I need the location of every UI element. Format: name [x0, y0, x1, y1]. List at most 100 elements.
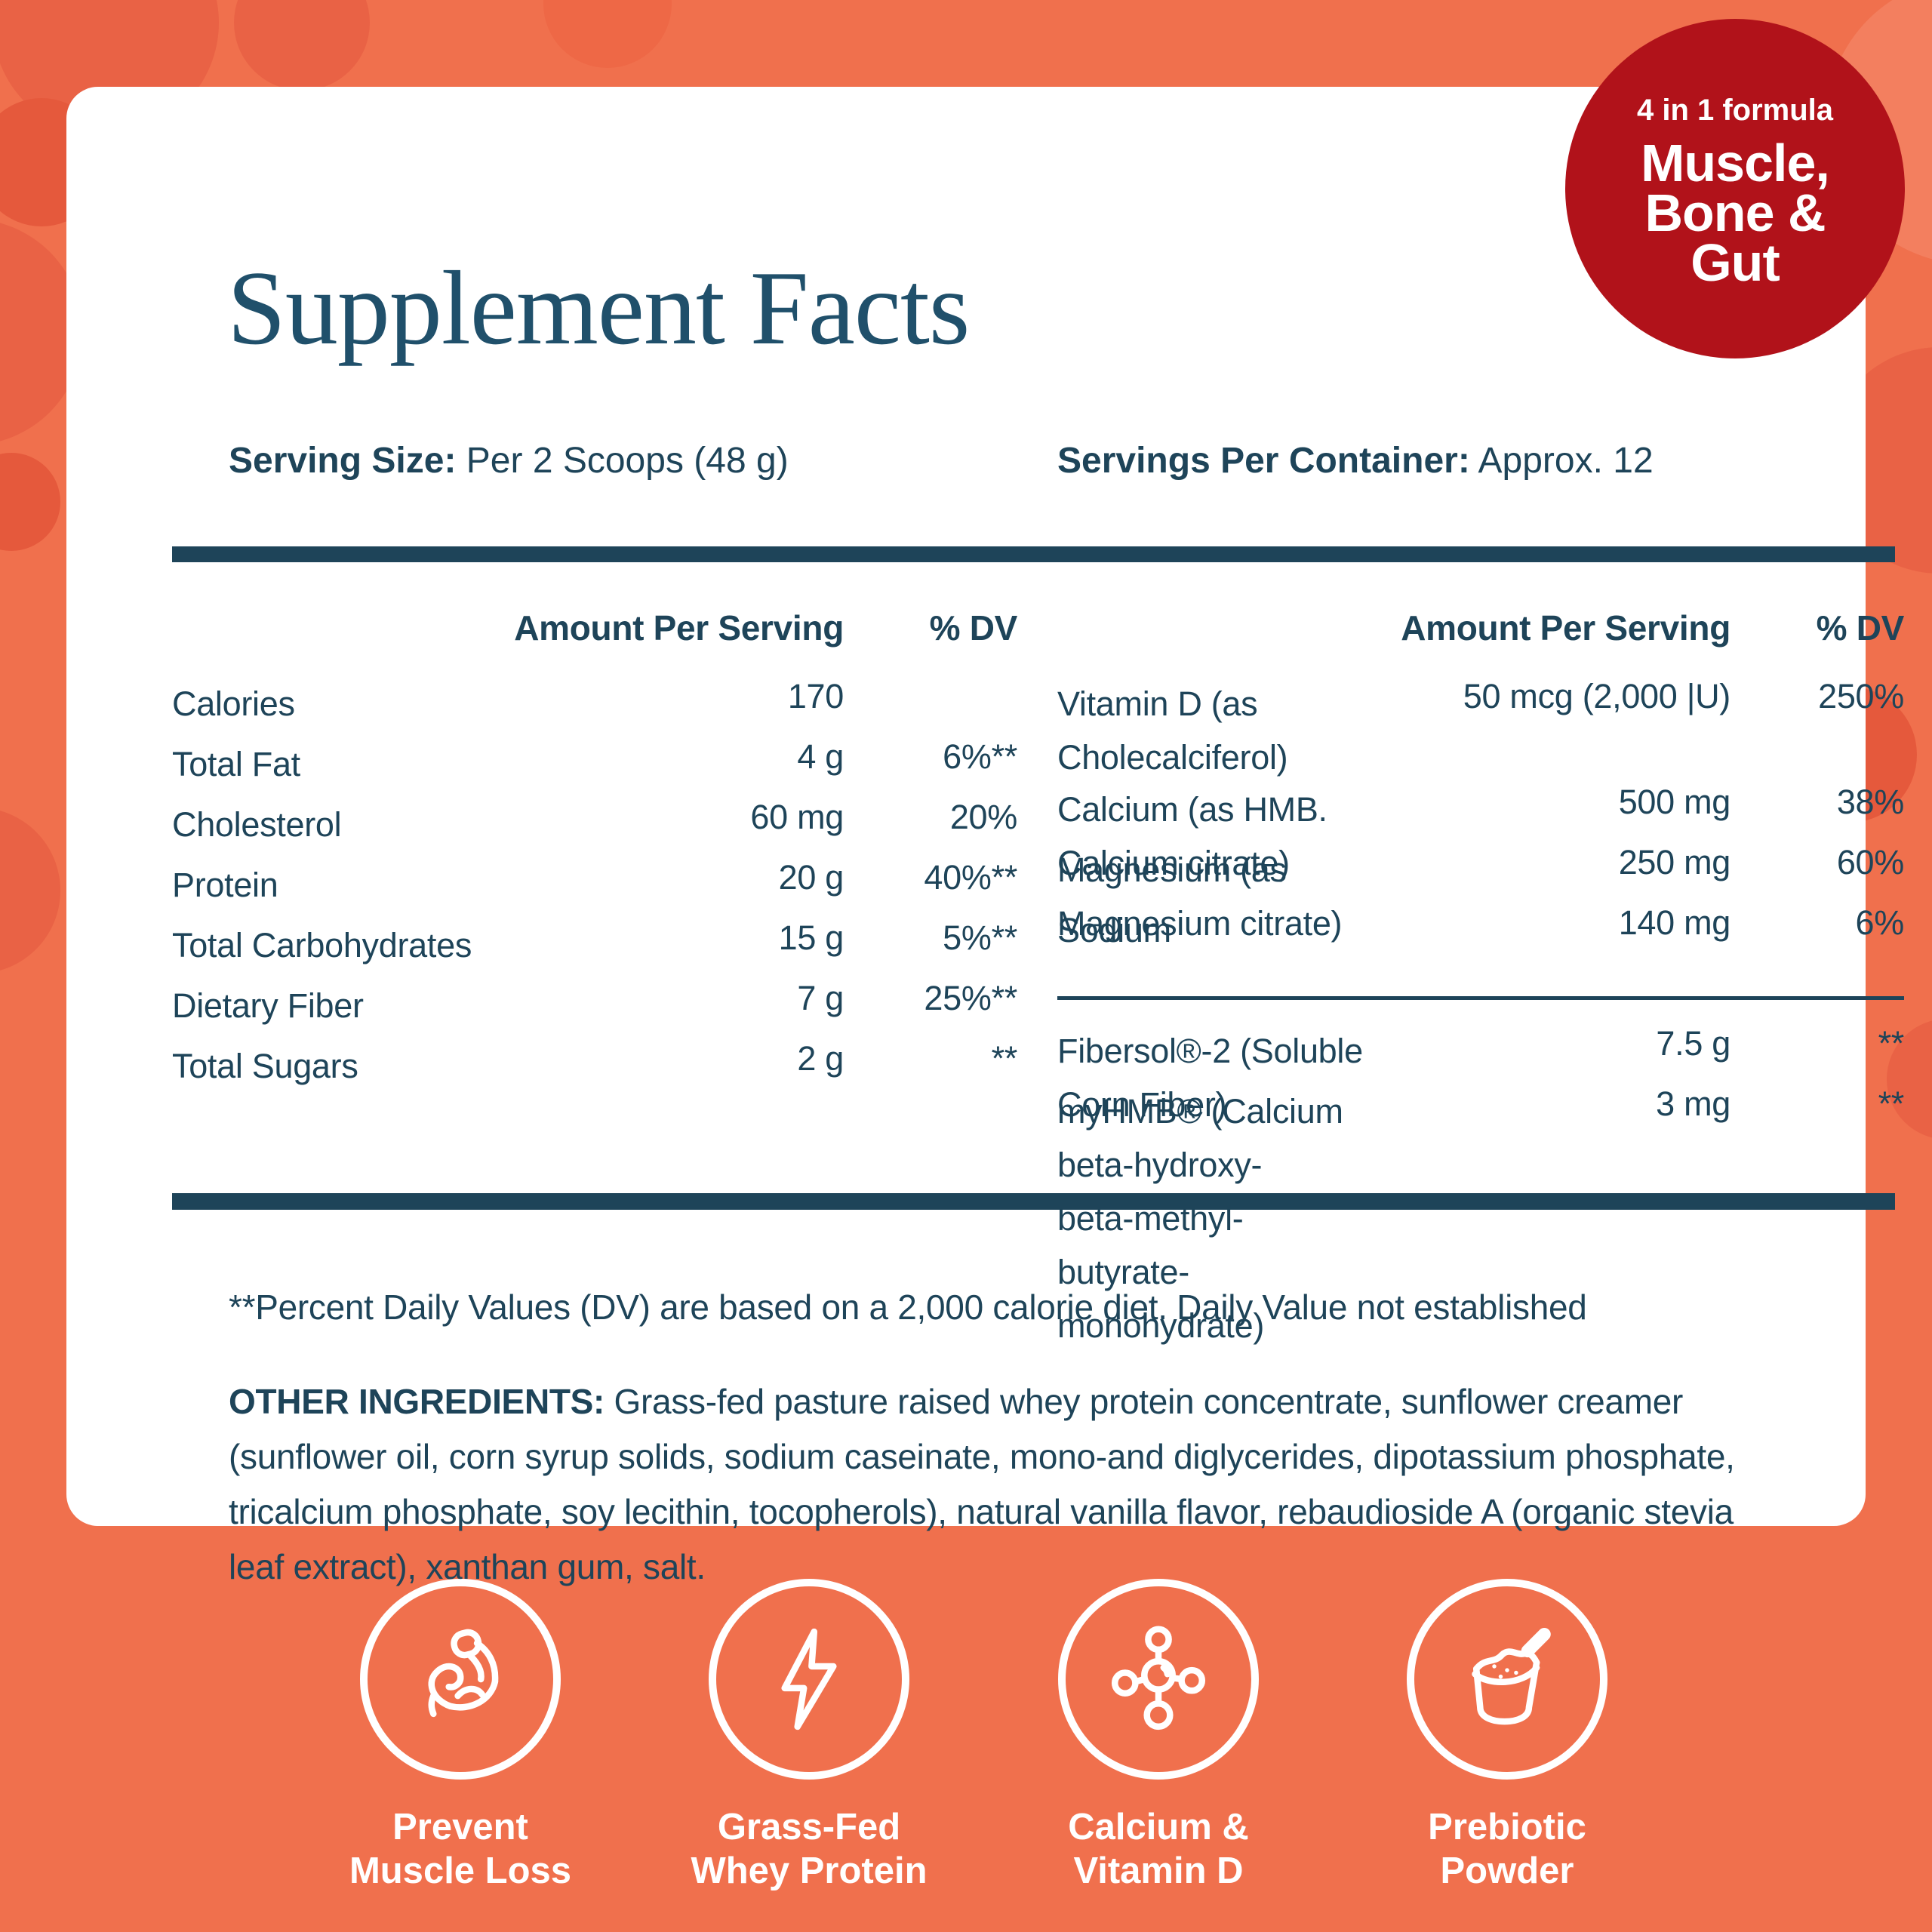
table-row: Total Fat 4 g 6%**	[172, 737, 1017, 791]
feature-label: Prevent Muscle Loss	[287, 1805, 634, 1893]
feature-label: Grass-Fed Whey Protein	[635, 1805, 983, 1893]
feature-calcium-vitamin-d: Calcium & Vitamin D	[985, 1579, 1332, 1893]
row-dv: 20%	[949, 798, 1017, 836]
row-label: Fibersol®-2 (Soluble Corn Fiber)	[1057, 1032, 1363, 1124]
row-dv: **	[991, 1039, 1018, 1078]
feature-label-line1: Grass-Fed	[717, 1807, 901, 1847]
row-amount: 20 g	[778, 858, 844, 897]
feature-prebiotic-powder: Prebiotic Powder	[1334, 1579, 1681, 1893]
row-amount: 140 mg	[1618, 903, 1731, 942]
feature-circle	[709, 1579, 909, 1780]
servings-per-container-value: Approx. 12	[1478, 441, 1654, 481]
table-row: Total Sugars 2 g **	[172, 1039, 1017, 1093]
page-title: Supplement Facts	[227, 249, 970, 367]
row-label: Cholesterol	[172, 805, 342, 844]
row-label: Calories	[172, 685, 295, 723]
serving-size-label: Serving Size:	[229, 441, 457, 481]
top-rule	[172, 546, 1895, 562]
row-label: Protein	[172, 866, 278, 904]
row-label: myHMB® (Calcium beta-hydroxy- beta-methy…	[1057, 1092, 1343, 1345]
row-dv: 38%	[1836, 783, 1904, 821]
row-amount: 15 g	[778, 918, 844, 957]
other-ingredients-text: Grass-fed pasture raised whey protein co…	[229, 1382, 1735, 1586]
supplement-facts-card: Supplement Facts Serving Size: Per 2 Sco…	[66, 87, 1904, 1586]
row-amount: 3 mg	[1656, 1084, 1730, 1123]
row-label: Total Carbohydrates	[172, 926, 472, 964]
row-amount: 60 mg	[750, 798, 844, 836]
badge-title-line: Bone &	[1644, 183, 1826, 242]
row-dv: 60%	[1836, 843, 1904, 881]
feature-label-line2: Muscle Loss	[349, 1850, 572, 1891]
row-label: Dietary Fiber	[172, 986, 364, 1025]
other-ingredients: OTHER INGREDIENTS: Grass-fed pasture rai…	[229, 1374, 1932, 1595]
table-row: Calories 170	[172, 677, 1017, 731]
feature-grass-fed-whey-protein: Grass-Fed Whey Protein	[635, 1579, 983, 1893]
row-dv: 40%**	[924, 858, 1017, 897]
feature-circle	[360, 1579, 561, 1780]
row-dv	[844, 677, 1017, 731]
table-row: Total Carbohydrates 15 g 5%**	[172, 918, 1017, 972]
table-row: Fibersol®-2 (Soluble Corn Fiber) 7.5 g *…	[1057, 1024, 1904, 1131]
header-amount-per-serving: Amount Per Serving	[514, 608, 844, 648]
lightning-bolt-icon	[781, 1628, 837, 1730]
table-header: Amount Per Serving % DV	[1057, 608, 1904, 648]
row-amount: 500 mg	[1618, 783, 1731, 821]
table-row: Protein 20 g 40%**	[172, 858, 1017, 912]
feature-label: Calcium & Vitamin D	[985, 1805, 1332, 1893]
row-amount: 250 mg	[1618, 843, 1731, 881]
header-amount-per-serving: Amount Per Serving	[1401, 608, 1730, 648]
bubble	[234, 0, 370, 91]
serving-size: Serving Size: Per 2 Scoops (48 g)	[229, 440, 789, 481]
feature-label-line1: Calcium &	[1068, 1807, 1249, 1847]
servings-per-container-label: Servings Per Container:	[1057, 441, 1470, 481]
molecule-icon	[1111, 1626, 1206, 1730]
right-table-divider	[1057, 996, 1904, 1000]
powder-scoop-icon	[1472, 1628, 1551, 1725]
bottom-rule	[172, 1193, 1895, 1210]
feature-label-line1: Prebiotic	[1428, 1807, 1586, 1847]
table-row: Magnesium (as Magnesium citrate) 250 mg …	[1057, 843, 1904, 950]
header-percent-dv: % DV	[1816, 608, 1905, 648]
row-dv: 25%**	[924, 979, 1017, 1017]
servings-per-container: Servings Per Container: Approx. 12	[1057, 440, 1654, 481]
row-dv: **	[1878, 1024, 1905, 1063]
header-percent-dv: % DV	[929, 608, 1018, 648]
daily-value-footnote: **Percent Daily Values (DV) are based on…	[229, 1287, 1587, 1327]
other-ingredients-label: OTHER INGREDIENTS:	[229, 1382, 605, 1421]
row-amount: 2 g	[797, 1039, 844, 1078]
table-row: Cholesterol 60 mg 20%	[172, 798, 1017, 851]
table-row: Vitamin D (as Cholecalciferol) 50 mcg (2…	[1057, 677, 1904, 784]
table-header: Amount Per Serving % DV	[172, 608, 1017, 648]
four-in-one-badge: 4 in 1 formula Muscle, Bone & Gut	[1565, 19, 1905, 358]
row-amount: 7 g	[797, 979, 844, 1017]
row-label: Total Fat	[172, 745, 300, 783]
row-amount: 7.5 g	[1656, 1024, 1730, 1063]
row-amount: 50 mcg (2,000 |U)	[1463, 677, 1731, 715]
row-label: Calcium (as HMB. Calcium citrate)	[1057, 790, 1327, 882]
row-dv: 5%**	[943, 918, 1017, 957]
row-dv: 250%	[1818, 677, 1904, 715]
feature-label-line2: Whey Protein	[691, 1850, 928, 1891]
feature-label-line1: Prevent	[392, 1807, 528, 1847]
table-row: myHMB® (Calcium beta-hydroxy- beta-methy…	[1057, 1084, 1904, 1352]
serving-size-value: Per 2 Scoops (48 g)	[466, 441, 789, 481]
feature-circle	[1407, 1579, 1607, 1780]
feature-label: Prebiotic Powder	[1334, 1805, 1681, 1893]
feature-label-line2: Vitamin D	[1073, 1850, 1244, 1891]
row-label: Sodium	[1057, 911, 1171, 949]
feature-circle	[1058, 1579, 1259, 1780]
bubble	[0, 453, 60, 551]
row-label: Vitamin D (as Cholecalciferol)	[1057, 685, 1288, 777]
row-dv: **	[1878, 1084, 1905, 1123]
row-dv: 6%	[1855, 903, 1905, 942]
row-label: Total Sugars	[172, 1047, 358, 1085]
table-row: Sodium 140 mg 6%	[1057, 903, 1904, 957]
table-row: Dietary Fiber 7 g 25%**	[172, 979, 1017, 1032]
bubble	[543, 0, 672, 68]
row-label: Magnesium (as Magnesium citrate)	[1057, 851, 1343, 943]
badge-title-line: Muscle,	[1641, 133, 1830, 192]
feature-prevent-muscle-loss: Prevent Muscle Loss	[287, 1579, 634, 1893]
feature-label-line2: Powder	[1440, 1850, 1574, 1891]
badge-title-line: Gut	[1690, 232, 1780, 292]
table-row: Calcium (as HMB. Calcium citrate) 500 mg…	[1057, 783, 1904, 890]
